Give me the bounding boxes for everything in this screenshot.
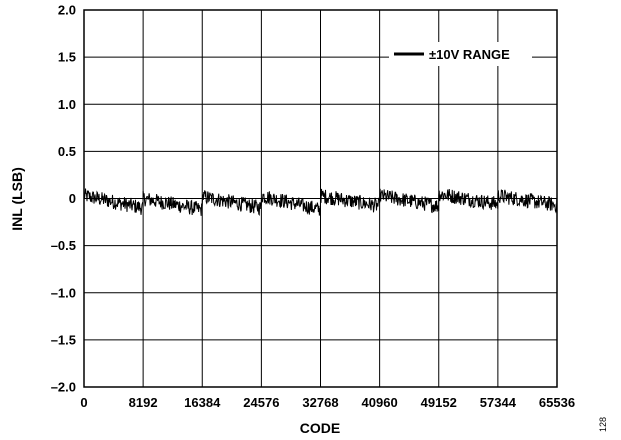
x-tick-labels: 0 8192 16384 24576 32768 40960 49152 57344 65536: [80, 395, 575, 410]
legend-label: ±10V RANGE: [429, 47, 510, 62]
y-tick-label: –1.5: [51, 332, 76, 347]
x-tick-label: 16384: [184, 395, 221, 410]
x-tick-label: 24576: [243, 395, 279, 410]
y-tick-label: 1.0: [58, 97, 76, 112]
series-line-10v-range: [83, 188, 558, 216]
y-tick-label: 1.5: [58, 50, 76, 65]
x-tick-label: 32768: [302, 395, 338, 410]
y-tick-label: –1.0: [51, 285, 76, 300]
x-tick-label: 57344: [480, 395, 517, 410]
y-axis-label: INL (LSB): [9, 167, 25, 231]
figure-id: 128: [598, 417, 608, 432]
x-tick-label: 49152: [421, 395, 457, 410]
y-tick-labels: 2.0 1.5 1.0 0.5 0 –0.5 –1.0 –1.5 –2.0: [51, 3, 76, 395]
y-tick-label: 0: [69, 191, 76, 206]
x-tick-label: 40960: [362, 395, 398, 410]
x-tick-label: 0: [80, 395, 87, 410]
x-tick-label: 8192: [129, 395, 158, 410]
series-group: [83, 188, 558, 216]
plot-frame: [83, 9, 558, 388]
y-tick-label: –0.5: [51, 238, 76, 253]
x-axis-label: CODE: [300, 420, 340, 436]
y-tick-label: –2.0: [51, 380, 76, 395]
legend: ±10V RANGE: [389, 42, 532, 66]
y-tick-label: 2.0: [58, 3, 76, 18]
x-tick-label: 65536: [539, 395, 575, 410]
y-tick-label: 0.5: [58, 144, 76, 159]
